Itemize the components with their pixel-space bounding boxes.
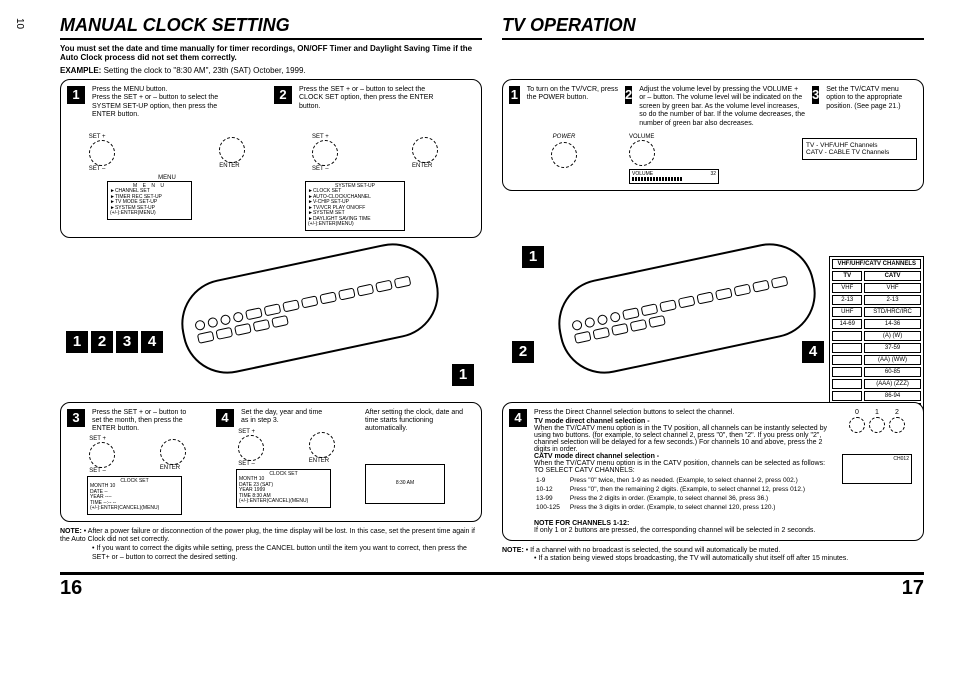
label-enter-1: ENTER [219,163,245,169]
label-setminus-1: SET – [89,166,115,172]
right-panel-steps-1-3: 1 To turn on the TV/VCR, press the POWER… [502,79,924,191]
right-title: TV OPERATION [502,15,924,40]
menu-screen: M E N U ►CHANNEL SET ►TIMER REC SET-UP ►… [107,181,192,220]
hand-icon [89,442,115,468]
page-17: 17 [902,577,924,600]
press-digits: 0 1 2 [837,409,917,434]
catv-mode-intro: When the TV/CATV menu option is in the C… [534,460,825,467]
label-enter-2: ENTER [412,163,438,169]
step-4-num: 4 [216,409,234,427]
tv-mode-body: When the TV/CATV menu option is in the T… [534,425,827,453]
volume-label: VOLUME [629,134,792,140]
r-step-4-num: 4 [509,409,527,427]
hand-icon [89,140,115,166]
r-step-3-text: Set the TV/CATV menu option to the appro… [826,86,917,111]
right-notes: NOTE: • If a channel with no broadcast i… [502,547,924,565]
lbl: ENTER [160,465,186,471]
page-16: 16 [60,577,82,600]
example-label: EXAMPLE: [60,66,101,75]
step-1-num: 1 [67,86,85,104]
step-2-text: Press the SET + or – button to select th… [299,86,444,111]
left-title: MANUAL CLOCK SETTING [60,15,482,40]
lbl: SET – [238,461,264,467]
lbl: ENTER [309,458,335,464]
tv-catv-box: TV - VHF/UHF Channels CATV - CABLE TV Ch… [802,138,917,160]
clock-set-screen-2: CLOCK SET MONTH 10 DATE 23 (SAT) YEAR 19… [236,469,331,508]
clock-set-screen-1: CLOCK SET MONTH 10 DATE -- YEAR ---- TIM… [87,476,182,515]
catv-select-head: TO SELECT CATV CHANNELS: [534,467,635,474]
after-text: After setting the clock, date and time s… [365,409,475,434]
callout-r2: 2 [512,341,534,363]
note-ch-body: If only 1 or 2 buttons are pressed, the … [534,527,815,534]
left-intro: You must set the date and time manually … [60,44,482,62]
hand-icon [219,137,245,163]
left-notes: NOTE: • After a power failure or disconn… [60,528,482,563]
r-step-2-text: Adjust the volume level by pressing the … [639,86,806,128]
r-step-4-head: Press the Direct Channel selection butto… [534,409,734,416]
step-4-text: Set the day, year and time as in step 3. [241,409,331,426]
hand-icon [312,140,338,166]
r-step-2-num: 2 [625,86,632,104]
callout-r1: 1 [522,246,544,268]
hand-icon [238,435,264,461]
lbl: SET + [89,436,115,442]
lbl: SET – [89,468,115,474]
step-2-num: 2 [274,86,292,104]
r-step-1-num: 1 [509,86,520,104]
time-screen: 8:30 AM [365,464,445,504]
hand-icon [412,137,438,163]
step-1-text: Press the MENU button. Press the SET + o… [92,86,237,120]
catv-mode-head: CATV mode direct channel selection - [534,453,659,460]
label-menu: MENU [158,175,176,181]
system-setup-screen: SYSTEM SET-UP ►CLOCK SET ►AUTO-CLOCK/CHA… [305,181,405,231]
remote-control-right [550,235,824,382]
r-step-3-num: 3 [812,86,819,104]
power-label: POWER [509,134,619,140]
remote-control-left [173,235,447,382]
note-ch-head: NOTE FOR CHANNELS 1-12: [534,520,629,527]
example-text: Setting the clock to "8:30 AM", 23th (SA… [104,66,306,75]
step-3-num: 3 [67,409,85,427]
volume-screen: VOLUME 32 [629,169,719,185]
hand-icon [629,140,655,166]
left-panel-steps-1-2: 1 Press the MENU button. Press the SET +… [60,79,482,238]
ch-screen: CH012 [842,454,912,484]
step-3-text: Press the SET + or – button to set the m… [92,409,192,434]
callout-1-single: 1 [452,364,474,386]
hand-icon [160,439,186,465]
right-panel-step-4: 4 Press the Direct Channel selection but… [502,402,924,541]
hand-icon [309,432,335,458]
lbl: SET + [238,429,264,435]
hand-icon [551,142,577,168]
left-panel-steps-3-4: 3 Press the SET + or – button to set the… [60,402,482,522]
left-remote-callouts: 1234 [66,331,163,353]
page-side-label: 10 [14,18,25,29]
tv-mode-head: TV mode direct channel selection - [534,418,650,425]
callout-r4: 4 [802,341,824,363]
r-step-1-text: To turn on the TV/VCR, press the POWER b… [527,86,619,103]
label-setminus-2: SET – [312,166,338,172]
